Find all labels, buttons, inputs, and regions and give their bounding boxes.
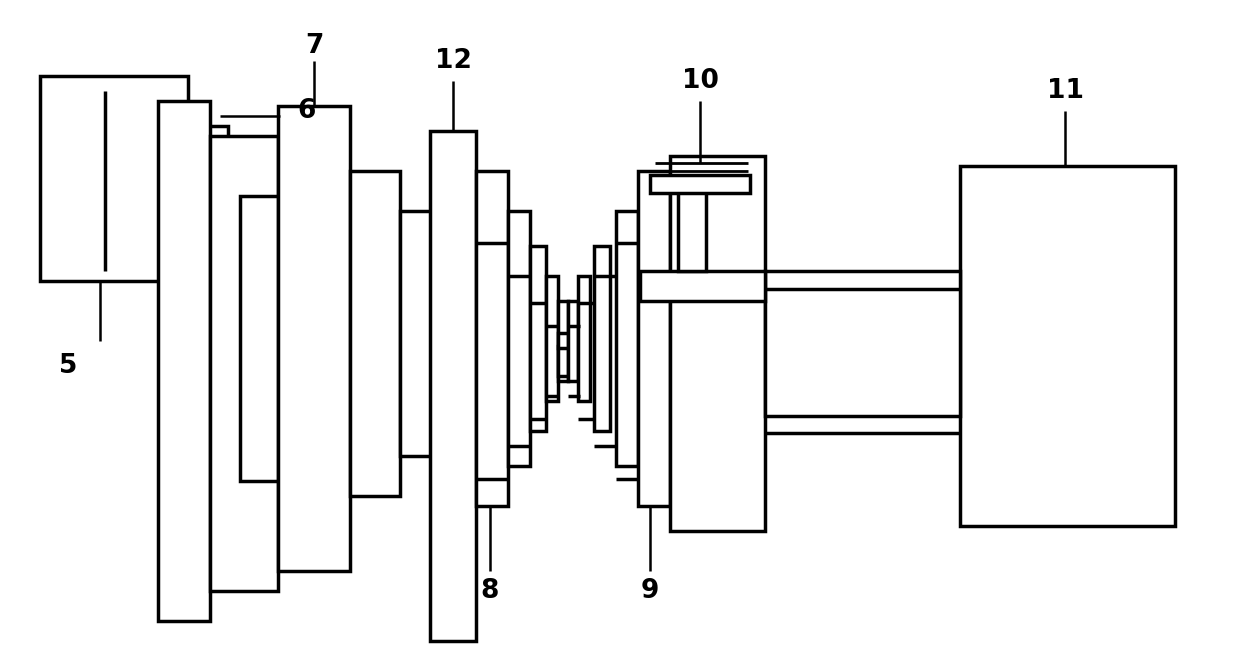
Bar: [350, 171, 401, 496]
Bar: [558, 301, 568, 381]
Bar: [546, 276, 558, 401]
Bar: [578, 276, 590, 401]
Text: 6: 6: [298, 98, 315, 124]
Text: 7: 7: [305, 33, 324, 59]
Bar: [40, 76, 188, 281]
Bar: [208, 126, 228, 226]
Text: 10: 10: [682, 68, 718, 94]
Bar: [594, 246, 610, 431]
Bar: [650, 175, 750, 193]
Bar: [678, 191, 706, 271]
Bar: [616, 211, 639, 466]
Bar: [430, 131, 476, 641]
Bar: [278, 106, 350, 571]
Bar: [558, 346, 568, 376]
Bar: [401, 211, 432, 456]
Bar: [670, 156, 765, 531]
Bar: [210, 136, 278, 591]
Bar: [960, 166, 1176, 526]
Text: 12: 12: [434, 48, 471, 74]
Bar: [157, 101, 210, 621]
Bar: [476, 171, 508, 506]
Text: 11: 11: [1047, 78, 1084, 104]
Text: 8: 8: [481, 578, 500, 604]
Bar: [188, 111, 208, 241]
Bar: [640, 271, 765, 301]
Bar: [639, 171, 670, 506]
Bar: [568, 301, 578, 381]
Bar: [558, 333, 568, 348]
Text: 5: 5: [58, 353, 77, 379]
Bar: [241, 196, 278, 481]
Bar: [508, 211, 529, 466]
Bar: [765, 271, 960, 416]
Bar: [529, 246, 546, 431]
Text: 9: 9: [641, 578, 660, 604]
